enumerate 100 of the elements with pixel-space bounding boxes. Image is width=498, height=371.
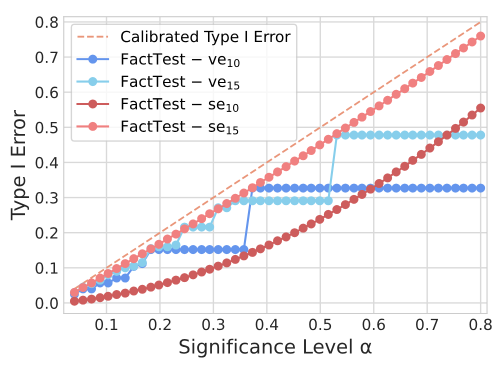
point [434, 61, 443, 70]
point [197, 245, 206, 254]
point [264, 172, 274, 182]
point [324, 210, 333, 219]
point [340, 124, 350, 133]
point [197, 268, 206, 277]
point [298, 151, 308, 160]
point [171, 276, 180, 285]
point [129, 286, 138, 296]
point [180, 245, 190, 254]
point [434, 184, 443, 193]
point [383, 130, 392, 140]
point [298, 196, 308, 206]
point [324, 134, 333, 144]
point [273, 184, 282, 193]
legend-label: FactTest − ve$_{10}$ [122, 53, 240, 68]
point [162, 234, 172, 244]
point [138, 249, 147, 258]
point [264, 184, 274, 193]
point [408, 184, 418, 193]
point [78, 296, 88, 305]
point [290, 156, 300, 166]
point [154, 280, 164, 290]
point [129, 254, 138, 264]
point [459, 130, 468, 140]
point [434, 137, 443, 146]
point [230, 194, 240, 203]
point [96, 293, 105, 302]
point [442, 55, 452, 64]
x-tick-label: 0.1 [95, 318, 118, 330]
point [442, 184, 452, 193]
point [282, 184, 291, 193]
y-tick-label: 0.4 [36, 156, 58, 168]
point [306, 219, 316, 228]
point [188, 245, 198, 254]
point [162, 278, 172, 288]
point [468, 37, 477, 46]
point [248, 248, 257, 257]
y-tick-label: 0.8 [36, 16, 58, 28]
point [239, 196, 248, 206]
point [171, 240, 180, 250]
point [468, 184, 477, 193]
x-tick-label: 0.5 [309, 318, 332, 330]
point [197, 214, 206, 224]
point [282, 162, 291, 172]
point [104, 292, 113, 301]
point [400, 130, 410, 140]
point [222, 245, 232, 254]
x-tick-label: 0.8 [469, 318, 492, 330]
point [290, 228, 300, 238]
point [357, 112, 366, 122]
legend-label: FactTest − ve$_{15}$ [122, 76, 240, 90]
point [459, 184, 468, 193]
point [306, 196, 316, 206]
point [315, 214, 324, 224]
point [408, 156, 418, 165]
point [120, 259, 130, 268]
point [290, 196, 300, 206]
point [349, 184, 358, 193]
point [392, 130, 401, 140]
point [214, 262, 223, 271]
point [264, 196, 274, 206]
point [104, 278, 113, 288]
point [298, 184, 308, 193]
point [282, 232, 291, 242]
point [476, 32, 486, 41]
point [400, 162, 410, 171]
point [239, 188, 248, 198]
point [315, 140, 324, 150]
point [366, 130, 376, 140]
point [222, 199, 232, 208]
point [416, 150, 426, 159]
point [239, 251, 248, 260]
point [383, 96, 392, 105]
point [340, 184, 350, 193]
point [476, 104, 486, 113]
point [197, 222, 206, 232]
point [400, 84, 410, 94]
point [282, 196, 291, 206]
point [273, 236, 282, 246]
point [171, 230, 180, 239]
point [180, 273, 190, 282]
point [383, 184, 392, 193]
legend-label: FactTest − se$_{15}$ [122, 120, 238, 134]
point [425, 130, 434, 140]
point [264, 240, 274, 250]
point [374, 179, 384, 188]
point [248, 196, 257, 206]
point [87, 294, 96, 304]
point [425, 144, 434, 153]
point [392, 90, 401, 99]
point [332, 184, 342, 193]
point [392, 184, 401, 193]
y-tick-label: 0.0 [36, 297, 58, 309]
point [332, 205, 342, 214]
point [222, 258, 232, 268]
point [349, 130, 358, 140]
y-axis-title: Type I Error [10, 110, 30, 220]
point [450, 49, 460, 58]
point [306, 184, 316, 193]
